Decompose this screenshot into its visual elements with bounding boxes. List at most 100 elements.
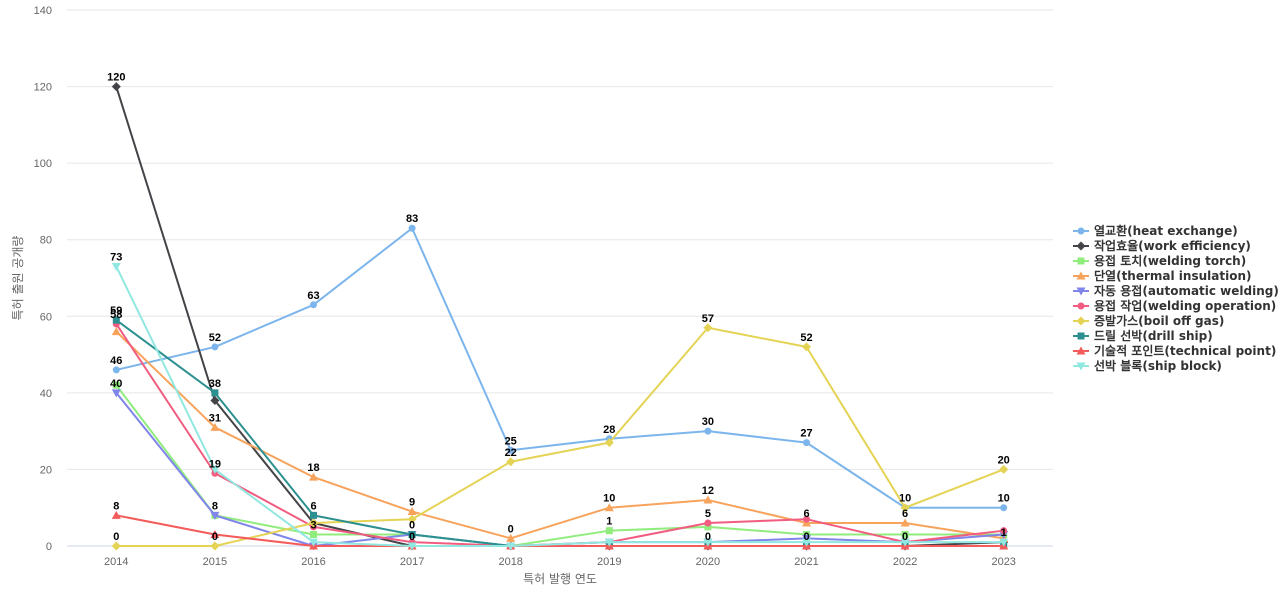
data-point[interactable]: [111, 541, 121, 551]
data-point[interactable]: [704, 523, 712, 531]
data-point[interactable]: [310, 531, 317, 539]
legend-item[interactable]: 용접 작업(welding operation): [1073, 298, 1276, 313]
data-point[interactable]: [803, 439, 810, 447]
data-point[interactable]: [407, 542, 417, 551]
data-point[interactable]: [506, 533, 516, 542]
data-point[interactable]: [210, 465, 220, 474]
data-point[interactable]: [507, 446, 515, 454]
legend-label: 드릴 선박(drill ship): [1094, 328, 1213, 343]
data-point[interactable]: [802, 342, 811, 352]
data-point[interactable]: [604, 438, 614, 448]
data-point[interactable]: [112, 381, 120, 389]
data-point[interactable]: [211, 389, 219, 397]
data-label: 20: [998, 454, 1010, 466]
data-point[interactable]: [408, 224, 416, 232]
legend-label: 작업효율(work efficiency): [1094, 238, 1251, 253]
series-line: [115, 319, 1004, 547]
series-line: [116, 514, 1004, 547]
data-point[interactable]: [309, 538, 318, 547]
legend-marker[interactable]: [1077, 332, 1085, 340]
legend-label: 용접 작업(welding operation): [1094, 298, 1276, 313]
legend-marker[interactable]: [1077, 227, 1085, 235]
legend-item[interactable]: 기술적 포인트(technical point): [1073, 343, 1276, 358]
legend-marker[interactable]: [1076, 271, 1086, 280]
data-point[interactable]: [1000, 504, 1008, 512]
data-point[interactable]: [210, 511, 220, 520]
data-label: 57: [702, 313, 714, 325]
data-point[interactable]: [703, 538, 713, 547]
data-label: 0: [508, 523, 514, 535]
legend-item[interactable]: 증발가스(boil off gas): [1073, 313, 1224, 328]
data-point[interactable]: [803, 531, 810, 539]
data-point[interactable]: [111, 389, 121, 398]
data-point[interactable]: [210, 541, 220, 551]
data-point[interactable]: [111, 510, 121, 519]
data-point[interactable]: [407, 507, 417, 516]
data-point[interactable]: [604, 538, 614, 547]
data-point[interactable]: [112, 316, 120, 324]
legend-marker[interactable]: [1076, 316, 1086, 326]
data-point[interactable]: [703, 495, 713, 504]
data-point[interactable]: [310, 301, 317, 309]
legend-marker[interactable]: [1077, 302, 1085, 310]
data-point[interactable]: [309, 472, 318, 481]
data-point[interactable]: [111, 82, 121, 92]
x-tick-label: 2019: [597, 556, 621, 568]
legend-label: 기술적 포인트(technical point): [1094, 343, 1276, 358]
legend-item[interactable]: 용접 토치(welding torch): [1073, 253, 1246, 268]
data-point[interactable]: [211, 343, 219, 351]
legend-item[interactable]: 선박 블록(ship block): [1073, 358, 1222, 373]
data-label: 46: [110, 355, 122, 367]
series: [111, 323, 1009, 551]
data-point[interactable]: [605, 527, 613, 535]
x-tick-label: 2023: [991, 556, 1015, 568]
data-point[interactable]: [309, 518, 318, 528]
data-label: 59: [110, 305, 122, 317]
data-point[interactable]: [210, 422, 220, 431]
x-tick-label: 2015: [203, 556, 227, 568]
data-point[interactable]: [310, 511, 317, 519]
data-point[interactable]: [900, 503, 910, 513]
x-tick-label: 2022: [893, 556, 917, 568]
legend-marker[interactable]: [1076, 346, 1086, 355]
legend-marker[interactable]: [1077, 257, 1085, 265]
data-point[interactable]: [1000, 527, 1008, 535]
data-point[interactable]: [900, 538, 910, 547]
data-point[interactable]: [999, 538, 1009, 547]
data-point[interactable]: [210, 396, 220, 406]
data-point[interactable]: [901, 531, 909, 539]
data-point[interactable]: [111, 263, 121, 272]
data-point[interactable]: [506, 542, 516, 551]
data-label: 10: [998, 493, 1010, 505]
data-label: 52: [800, 332, 812, 344]
data-point[interactable]: [506, 457, 516, 467]
legend-marker[interactable]: [1076, 362, 1086, 371]
legend-item[interactable]: 열교환(heat exchange): [1073, 223, 1238, 238]
data-label: 0: [803, 531, 809, 543]
data-point[interactable]: [802, 538, 811, 547]
data-point[interactable]: [704, 427, 712, 435]
series-line: [115, 384, 1004, 547]
data-label: 22: [505, 447, 517, 459]
data-point[interactable]: [112, 366, 120, 374]
data-point[interactable]: [604, 503, 614, 512]
legend-marker[interactable]: [1076, 241, 1086, 251]
data-point[interactable]: [210, 530, 220, 539]
legend-item[interactable]: 드릴 선박(drill ship): [1073, 328, 1213, 343]
data-point[interactable]: [803, 515, 810, 523]
legend-item[interactable]: 작업효율(work efficiency): [1073, 238, 1251, 253]
data-point[interactable]: [407, 514, 417, 524]
data-label: 18: [307, 462, 319, 474]
data-point[interactable]: [704, 519, 712, 527]
data-point[interactable]: [408, 531, 416, 539]
legend-item[interactable]: 단열(thermal insulation): [1073, 268, 1251, 283]
legend-marker[interactable]: [1076, 287, 1086, 296]
legend-item[interactable]: 자동 용접(automatic welding): [1073, 283, 1279, 298]
data-label: 0: [705, 531, 711, 543]
data-point[interactable]: [703, 323, 713, 333]
data-point[interactable]: [900, 518, 910, 527]
data-point[interactable]: [111, 327, 121, 336]
data-point[interactable]: [999, 464, 1009, 474]
data-label: 10: [899, 493, 911, 505]
data-label: 8: [212, 500, 218, 512]
